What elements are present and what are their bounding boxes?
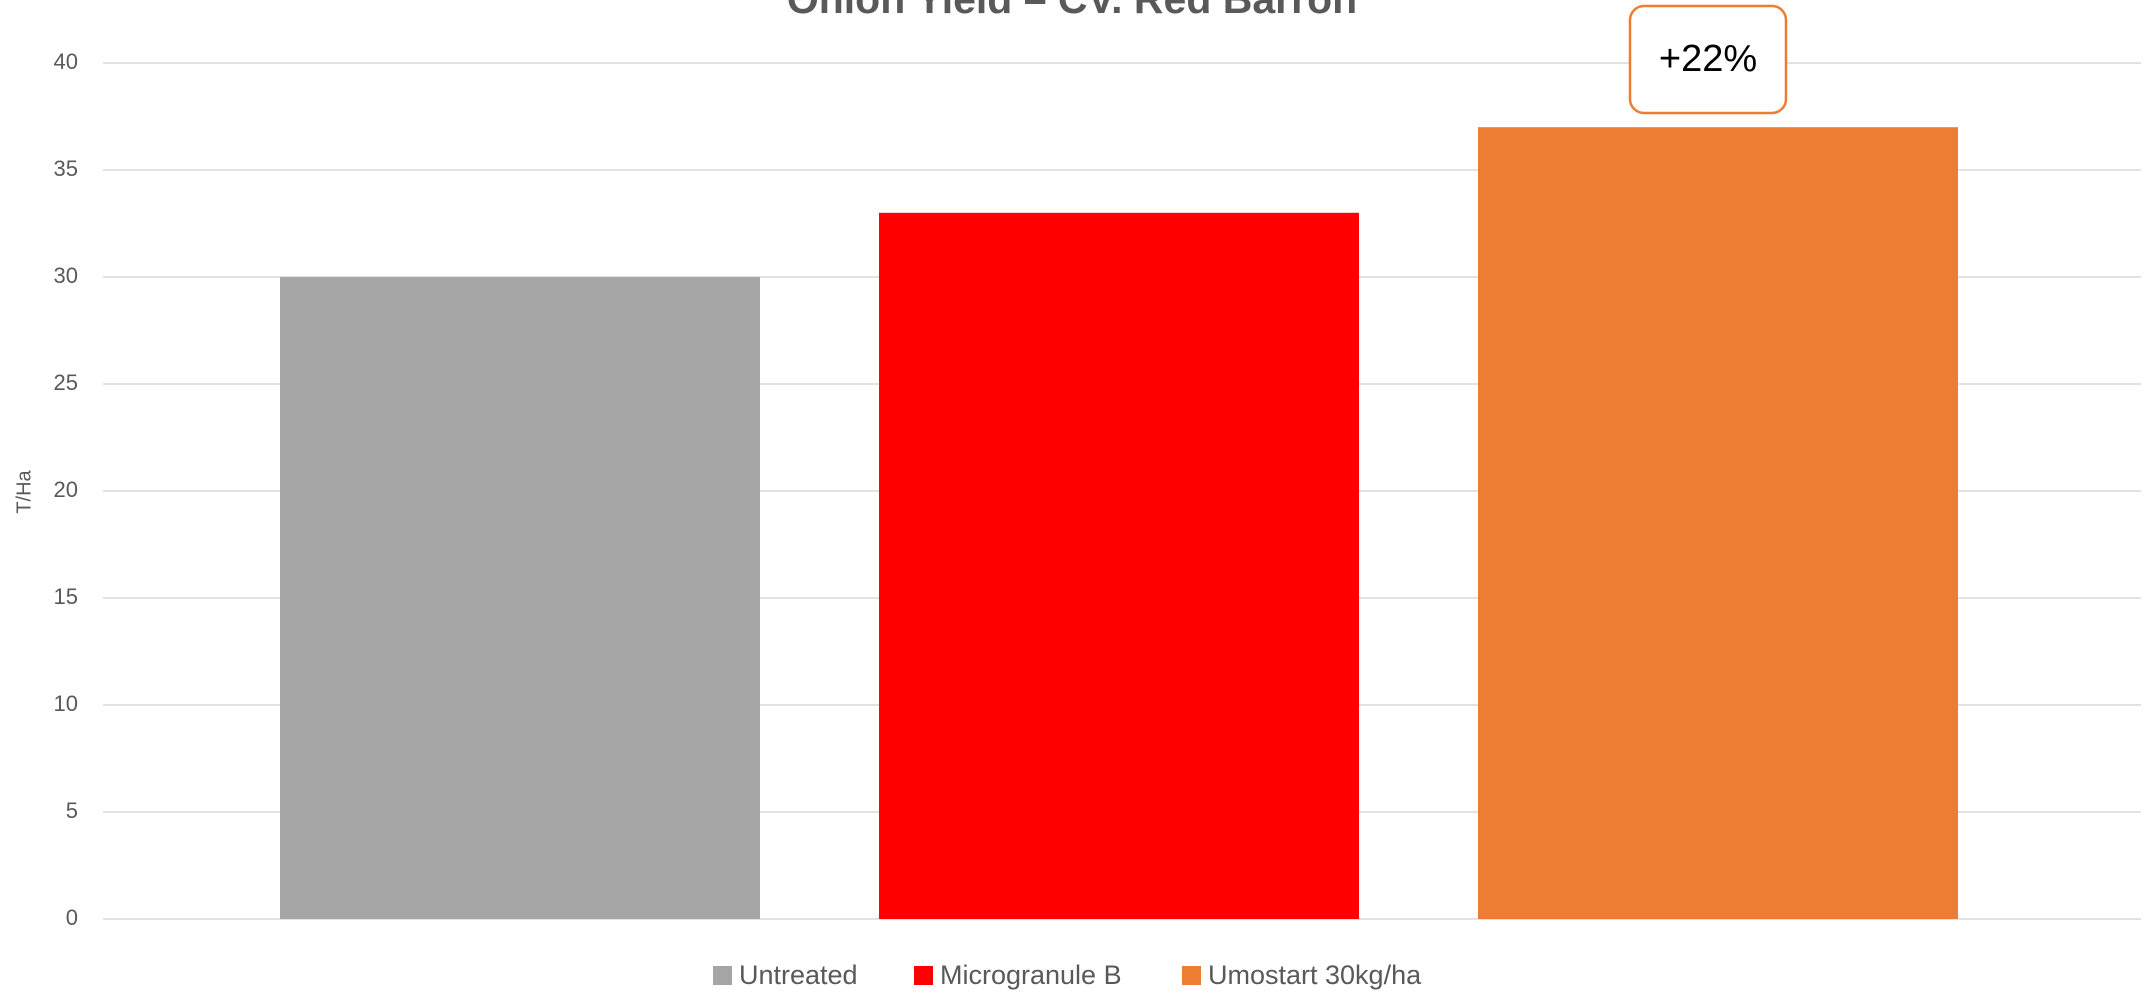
y-tick-label: 15 — [54, 584, 78, 609]
bar — [1478, 127, 1958, 919]
legend-label: Umostart 30kg/ha — [1208, 960, 1422, 990]
y-tick-label: 35 — [54, 156, 78, 181]
y-tick-label: 25 — [54, 370, 78, 395]
y-tick-label: 10 — [54, 691, 78, 716]
y-tick-label: 20 — [54, 477, 78, 502]
legend-swatch — [1182, 966, 1201, 985]
y-tick-label: 0 — [66, 905, 78, 930]
legend-swatch — [914, 966, 933, 985]
chart-title: Onion Yield – CV. Red Barron — [787, 0, 1357, 22]
bar — [280, 277, 760, 919]
legend-label: Microgranule B — [940, 960, 1122, 990]
annotation: +22% — [1659, 38, 1757, 80]
annotation-box — [1628, 4, 1788, 115]
y-tick-label: 5 — [66, 798, 78, 823]
bar — [879, 212, 1359, 920]
legend-swatch — [713, 966, 732, 985]
y-axis-label: T/Ha — [13, 469, 35, 513]
y-tick-label: 30 — [54, 263, 78, 288]
y-tick-label: 40 — [54, 49, 78, 74]
legend-label: Untreated — [739, 960, 858, 990]
